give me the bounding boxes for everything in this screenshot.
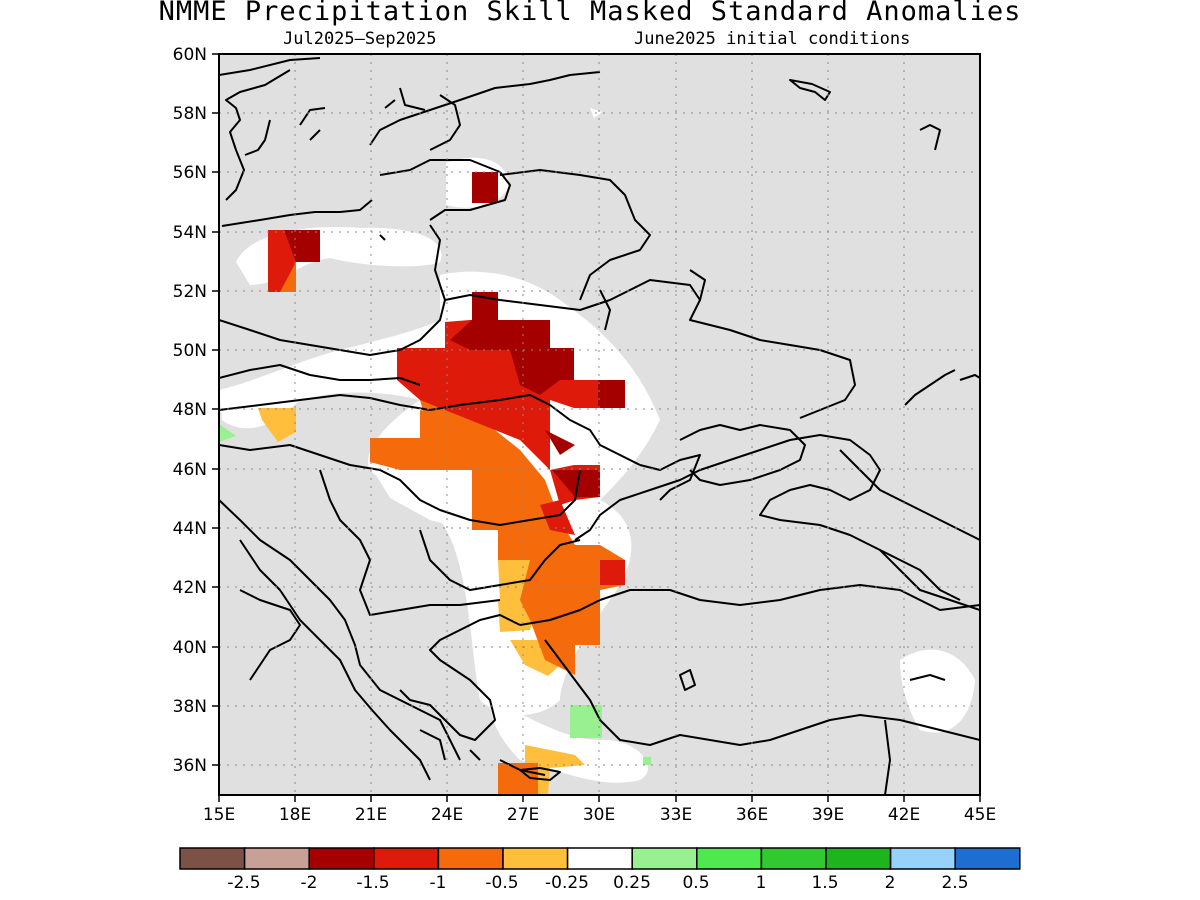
lon-label: 24E xyxy=(431,805,463,825)
lon-label: 42E xyxy=(888,805,920,825)
lat-label: 60N xyxy=(173,45,207,65)
initial-conditions: June2025 initial conditions xyxy=(634,29,911,49)
lat-label: 38N xyxy=(173,697,207,717)
lat-label: 52N xyxy=(173,282,207,302)
legend-color-box xyxy=(825,847,892,870)
lon-label: 30E xyxy=(583,805,615,825)
legend-label: -1.5 xyxy=(356,873,389,893)
legend-color-box xyxy=(760,847,827,870)
legend-color-box xyxy=(889,847,956,870)
lon-label: 33E xyxy=(660,805,692,825)
lat-label: 50N xyxy=(173,341,207,361)
lat-label: 44N xyxy=(173,519,207,539)
tick-marks xyxy=(212,53,981,802)
map-title: NMME Precipitation Skill Masked Standard… xyxy=(158,0,1022,27)
lon-label: 27E xyxy=(507,805,539,825)
legend-color-box xyxy=(502,847,569,870)
lon-label: 21E xyxy=(355,805,387,825)
lon-label: 45E xyxy=(964,805,996,825)
legend-color-box xyxy=(631,847,698,870)
lon-label: 18E xyxy=(279,805,311,825)
lat-label: 36N xyxy=(173,756,207,776)
legend-color-box xyxy=(566,847,633,870)
color-legend xyxy=(179,847,1021,870)
legend-color-box xyxy=(437,847,504,870)
lat-label: 54N xyxy=(173,223,207,243)
legend-color-box xyxy=(243,847,310,870)
legend-label: 0.25 xyxy=(613,873,651,893)
lat-label: 42N xyxy=(173,578,207,598)
graticule xyxy=(219,54,980,795)
lon-label: 15E xyxy=(203,805,235,825)
longitude-labels: 15E 18E 21E 24E 27E 30E 33E 36E 39E 42E … xyxy=(203,805,996,825)
legend-color-box xyxy=(308,847,375,870)
legend-label: 1 xyxy=(756,873,767,893)
legend-label: 1.5 xyxy=(811,873,838,893)
legend-labels: -2.5 -2 -1.5 -1 -0.5 -0.25 0.25 0.5 1 1.… xyxy=(227,873,968,893)
legend-label: -1 xyxy=(430,873,447,893)
legend-label: 2 xyxy=(885,873,896,893)
legend-label: -2 xyxy=(301,873,318,893)
legend-label: -0.5 xyxy=(485,873,518,893)
coastlines-borders xyxy=(219,57,980,795)
legend-label: 0.5 xyxy=(682,873,709,893)
forecast-period: Jul2025–Sep2025 xyxy=(283,29,437,49)
lat-label: 40N xyxy=(173,638,207,658)
lat-label: 46N xyxy=(173,460,207,480)
legend-color-box xyxy=(954,847,1021,870)
lat-label: 56N xyxy=(173,163,207,183)
legend-color-box xyxy=(696,847,763,870)
map-plot xyxy=(219,54,980,795)
lat-label: 58N xyxy=(173,104,207,124)
lon-label: 36E xyxy=(736,805,768,825)
legend-label: -2.5 xyxy=(227,873,260,893)
lon-label: 39E xyxy=(812,805,844,825)
lat-label: 48N xyxy=(173,400,207,420)
legend-color-box xyxy=(179,847,246,870)
legend-color-box xyxy=(373,847,440,870)
legend-label: -0.25 xyxy=(545,873,589,893)
legend-label: 2.5 xyxy=(941,873,968,893)
anomaly-fields xyxy=(219,172,651,795)
latitude-labels: 36N 38N 40N 42N 44N 46N 48N 50N 52N 54N … xyxy=(173,45,207,776)
